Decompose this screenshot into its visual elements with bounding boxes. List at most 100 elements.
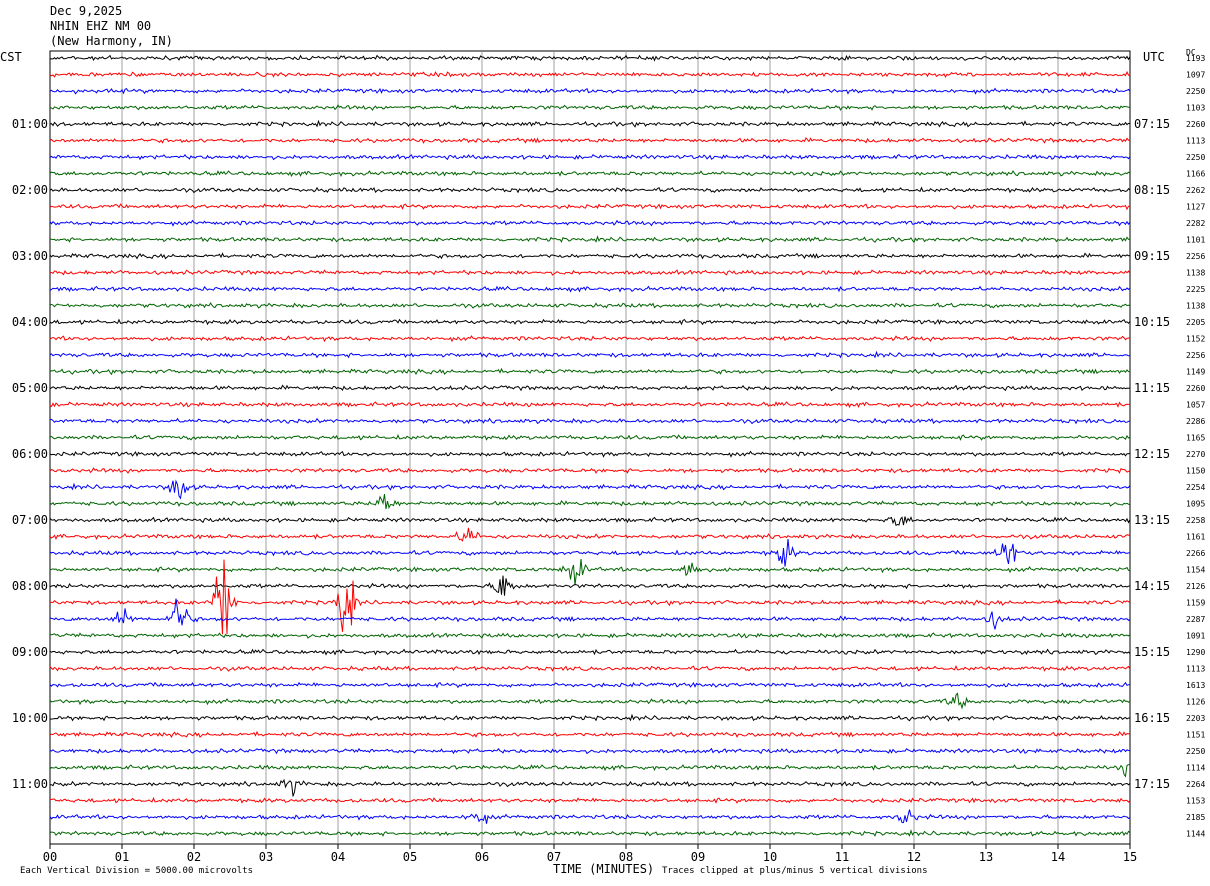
dc-offset-value: 2250 [1186,87,1205,96]
dc-offset-value: 2250 [1186,153,1205,162]
dc-offset-value: 2205 [1186,318,1205,327]
plot-frame [49,50,1131,845]
seismic-trace [49,219,1131,227]
seismic-trace [49,763,1131,778]
seismic-trace [49,539,1131,567]
seismic-trace [49,829,1131,837]
right-hour-label: 14:15 [1134,579,1170,593]
seismic-trace [49,269,1131,276]
seismic-trace [49,747,1131,755]
dc-offset-value: 2256 [1186,252,1205,261]
dc-offset-value: 1113 [1186,665,1205,674]
dc-offset-value: 1149 [1186,368,1205,377]
dc-offset-value: 2260 [1186,120,1205,129]
dc-offset-value: 1101 [1186,236,1205,245]
seismic-trace [49,730,1131,738]
dc-offset-value: 1113 [1186,137,1205,146]
dc-offset-value: 1114 [1186,764,1205,773]
dc-offset-value: 1097 [1186,71,1205,80]
left-hour-label: 06:00 [12,447,48,461]
seismic-trace [49,335,1131,343]
seismic-trace [49,170,1131,178]
left-hour-label: 08:00 [12,579,48,593]
dc-offset-value: 2287 [1186,615,1205,624]
right-hour-label: 11:15 [1134,381,1170,395]
seismic-trace [49,302,1131,309]
x-tick-label: 06 [475,850,489,864]
seismic-trace [49,598,1131,630]
dc-offset-value: 2256 [1186,351,1205,360]
x-axis-title: TIME (MINUTES) [553,862,655,876]
right-timezone-label: UTC [1143,50,1165,64]
dc-offset-value: 2254 [1186,483,1205,492]
seismic-trace [49,479,1131,500]
dc-offset-value: 1613 [1186,681,1205,690]
seismic-trace [49,401,1131,409]
seismic-trace [49,417,1131,425]
left-hour-label: 10:00 [12,711,48,725]
seismic-trace [49,713,1131,722]
seismic-trace [49,350,1130,359]
dc-offset-value: 2258 [1186,516,1205,525]
seismic-trace [49,648,1131,656]
dc-offset-header: DC [1186,48,1196,57]
seismic-trace [49,384,1131,392]
header-station: NHIN EHZ NM 00 [50,19,152,33]
seismic-trace [49,87,1131,95]
seismic-trace [49,692,1131,710]
dc-offset-value: 1161 [1186,533,1205,542]
x-tick-label: 11 [835,850,849,864]
dc-offset-value: 1152 [1186,335,1205,344]
seismic-trace [49,632,1131,639]
seismic-trace [49,54,1131,62]
left-timezone-label: CST [0,50,22,64]
x-tick-label: 15 [1123,850,1137,864]
seismic-trace [49,797,1131,804]
dc-offset-value: 2264 [1186,780,1205,789]
seismic-trace [49,494,1131,510]
dc-offset-value: 1193 [1186,54,1205,63]
left-hour-label: 03:00 [12,249,48,263]
dc-offset-value: 1091 [1186,632,1205,641]
right-hour-label: 07:15 [1134,117,1170,131]
seismic-trace [49,434,1131,441]
seismic-trace [49,252,1131,260]
seismic-trace [49,559,1131,635]
seismic-trace [49,665,1131,672]
dc-offset-value: 2126 [1186,582,1205,591]
right-hour-label: 13:15 [1134,513,1170,527]
dc-offset-value: 2282 [1186,219,1205,228]
seismic-trace [49,235,1131,244]
dc-offset-value: 1138 [1186,269,1205,278]
x-tick-label: 04 [331,850,345,864]
dc-offset-value: 2260 [1186,384,1205,393]
dc-offset-value: 1144 [1186,830,1205,839]
dc-offset-value: 1103 [1186,104,1205,113]
right-hour-label: 09:15 [1134,249,1170,263]
x-tick-label: 13 [979,850,993,864]
dc-offset-value: 1151 [1186,731,1205,740]
seismic-trace [49,575,1131,596]
dc-offset-value: 2286 [1186,417,1205,426]
dc-offset-value: 2225 [1186,285,1205,294]
left-hour-label: 11:00 [12,777,48,791]
right-hour-label: 17:15 [1134,777,1170,791]
dc-offset-value: 2250 [1186,747,1205,756]
seismic-trace [49,681,1131,689]
dc-offset-value: 1057 [1186,401,1205,410]
right-hour-label: 08:15 [1134,183,1170,197]
dc-offset-value: 1166 [1186,170,1205,179]
seismic-trace [49,367,1131,376]
x-tick-label: 08 [619,850,633,864]
left-hour-label: 02:00 [12,183,48,197]
clip-note: Traces clipped at plus/minus 5 vertical … [662,866,928,876]
dc-offset-value: 1127 [1186,203,1205,212]
right-hour-label: 16:15 [1134,711,1170,725]
x-tick-label: 14 [1051,850,1065,864]
dc-offset-value: 2266 [1186,549,1205,558]
x-tick-label: 07 [547,850,561,864]
x-tick-label: 03 [259,850,273,864]
x-tick-label: 10 [763,850,777,864]
header-date: Dec 9,2025 [50,4,123,18]
